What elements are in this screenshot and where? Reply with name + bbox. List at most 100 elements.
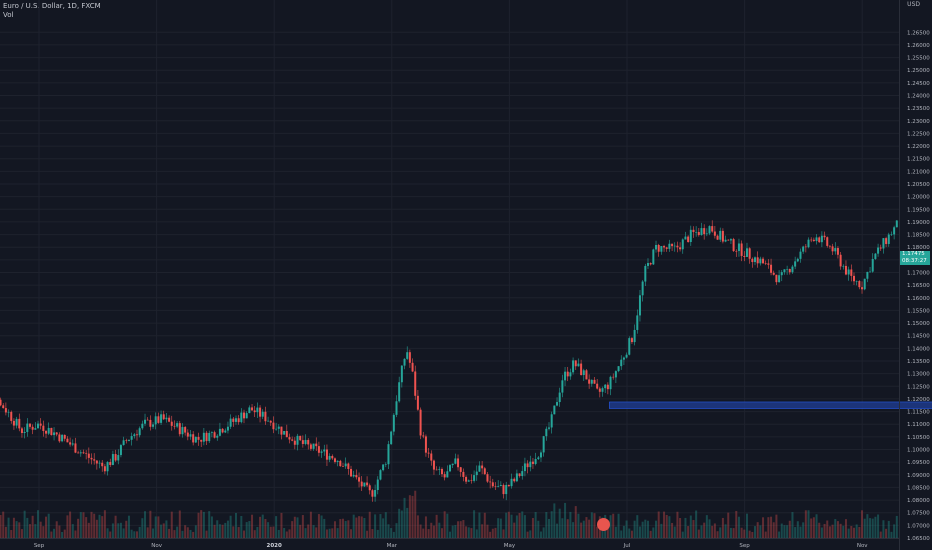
candle-body — [582, 370, 585, 376]
candle-body — [229, 418, 232, 427]
volume-bar — [240, 515, 243, 538]
volume-bar — [836, 521, 839, 538]
candle-body — [248, 407, 251, 414]
support-zone[interactable] — [609, 401, 932, 409]
volume-bar — [510, 514, 513, 538]
volume-bar — [229, 515, 232, 538]
candle-body — [95, 460, 98, 464]
candle-body — [280, 426, 283, 435]
volume-bar — [850, 525, 853, 538]
candle-body — [762, 258, 765, 264]
volume-bar — [866, 514, 869, 538]
candle-body — [638, 295, 641, 316]
candle-body — [523, 463, 526, 472]
volume-label[interactable]: Vol — [3, 11, 14, 19]
volume-bar — [347, 520, 350, 538]
volume-bar — [363, 517, 366, 538]
candle-body — [481, 465, 484, 469]
volume-bar — [885, 528, 888, 538]
volume-bar — [138, 526, 141, 538]
volume-bar — [66, 515, 69, 538]
candle-body — [836, 248, 839, 255]
volume-bar — [791, 512, 794, 538]
candle-body — [708, 226, 711, 234]
candle-body — [109, 462, 112, 465]
volume-bar — [612, 513, 615, 538]
volume-bar — [877, 514, 880, 538]
y-tick-label: 1.14500 — [907, 334, 930, 340]
volume-bar — [283, 527, 286, 538]
volume-bar — [644, 519, 647, 538]
volume-bar — [625, 520, 628, 538]
candle-body — [7, 411, 10, 413]
candle-body — [374, 489, 377, 497]
candle-body — [392, 414, 395, 432]
y-tick-label: 1.17000 — [907, 271, 930, 277]
volume-bar — [218, 524, 221, 538]
volume-bar — [614, 526, 617, 538]
volume-bar — [71, 524, 74, 538]
y-tick-label: 1.14000 — [907, 346, 930, 352]
volume-bar — [296, 517, 299, 538]
candle-body — [245, 413, 248, 419]
volume-bar — [20, 529, 23, 538]
volume-bar — [804, 510, 807, 538]
candle-body — [79, 452, 82, 454]
tradingview-logo-icon[interactable] — [597, 518, 610, 531]
volume-bar — [727, 512, 730, 538]
chart-legend: Euro / U.S. Dollar, 1D, FXCM Vol — [3, 2, 101, 20]
volume-bar — [828, 526, 831, 538]
volume-bar — [459, 521, 462, 538]
volume-bar — [382, 518, 385, 538]
volume-bar — [400, 510, 403, 538]
candle-body — [655, 244, 658, 250]
volume-bar — [184, 525, 187, 538]
candle-body — [697, 232, 700, 236]
candle-body — [620, 359, 623, 367]
candle-body — [194, 436, 197, 443]
time-axis[interactable]: SepNov2020MarMayJulSepNov2021MarMayJulSe… — [34, 543, 932, 549]
candle-body — [317, 446, 320, 453]
candle-body — [788, 268, 791, 273]
volume-bar — [861, 510, 864, 538]
y-tick-label: 1.21000 — [907, 169, 930, 175]
volume-bar — [336, 528, 339, 538]
candle-body — [486, 474, 489, 482]
volume-bar — [360, 516, 363, 538]
volume-bar — [454, 525, 457, 538]
candle-body — [515, 473, 518, 482]
candle-body — [786, 268, 789, 270]
volume-bar — [101, 516, 104, 538]
volume-bar — [374, 514, 377, 538]
candle-body — [494, 486, 497, 487]
candle-body — [770, 264, 773, 273]
candle-body — [676, 245, 679, 248]
symbol-title[interactable]: Euro / U.S. Dollar, 1D, FXCM — [3, 2, 101, 10]
volume-bar — [53, 528, 56, 538]
y-tick-label: 1.09500 — [907, 460, 930, 466]
candle-body — [879, 247, 882, 249]
candle-body — [55, 432, 58, 435]
candle-body — [724, 239, 727, 242]
volume-bar — [392, 531, 395, 538]
volume-bar — [117, 523, 120, 538]
candle-body — [154, 416, 157, 425]
volume-bar — [331, 528, 334, 538]
x-tick-label: Nov — [151, 543, 162, 549]
candle-body — [264, 411, 267, 422]
volume-bar — [285, 531, 288, 538]
candle-body — [103, 466, 106, 472]
price-axis[interactable]: 1.26500 1.26000 1.25500 1.25000 1.24500 1.240… — [907, 30, 930, 542]
volume-bar — [34, 524, 37, 538]
volume-bar — [178, 510, 181, 538]
volume-bar — [371, 529, 374, 538]
volume-bar — [499, 518, 502, 538]
x-tick-label: Mar — [387, 543, 398, 549]
y-tick-label: 1.26000 — [907, 43, 930, 49]
volume-bar — [646, 520, 649, 538]
y-tick-label: 1.25000 — [907, 68, 930, 74]
candle-body — [831, 246, 834, 252]
volume-bar — [523, 515, 526, 538]
candle-body — [149, 419, 152, 427]
